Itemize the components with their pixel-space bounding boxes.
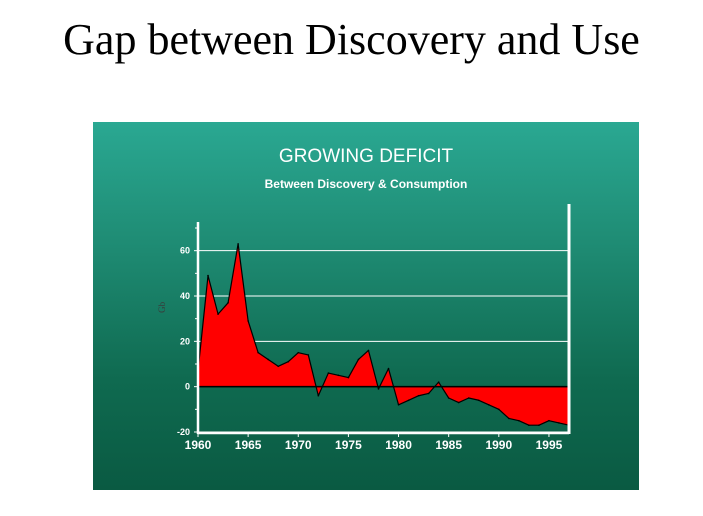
data-point-1988: [477, 399, 480, 402]
data-point-1974: [337, 374, 340, 377]
x-tick-label-1965: 1965: [235, 438, 262, 452]
data-point-1992: [518, 419, 520, 422]
y-tick-label-20: 20: [180, 336, 190, 346]
y-tick-label-60: 60: [180, 246, 190, 256]
data-point-1973: [327, 372, 330, 374]
chart-title: GROWING DEFICIT: [278, 146, 454, 167]
data-point-1989: [487, 404, 490, 406]
data-point-1963: [227, 302, 229, 304]
x-tick-label-1960: 1960: [185, 438, 212, 452]
data-point-1972: [317, 394, 320, 397]
x-tick-label-1975: 1975: [335, 438, 362, 452]
x-tick-label-1995: 1995: [536, 438, 563, 452]
chart-subtitle: Between Discovery & Consumption: [264, 177, 468, 191]
data-point-1995: [548, 419, 550, 422]
data-point-1983: [427, 392, 430, 395]
chart-panel: GROWING DEFICIT Between Discovery & Cons…: [93, 122, 639, 490]
data-point-1982: [417, 394, 420, 397]
data-point-1962: [217, 313, 219, 315]
data-point-1977: [367, 349, 370, 352]
data-point-1969: [287, 360, 290, 363]
data-point-1993: [528, 424, 530, 427]
data-point-1987: [467, 397, 470, 399]
data-point-1967: [267, 358, 269, 361]
deficit-area: [197, 243, 570, 426]
data-point-1996: [558, 422, 560, 424]
y-tick-label-0: 0: [185, 382, 190, 392]
data-point-1965: [247, 320, 249, 322]
data-point-1981: [407, 399, 410, 402]
data-point-1985: [447, 397, 450, 399]
data-point-1966: [257, 351, 259, 354]
data-point-1968: [277, 365, 280, 368]
x-tick-label-1985: 1985: [435, 438, 462, 452]
x-tick-label-1970: 1970: [285, 438, 312, 452]
data-point-1984: [437, 381, 440, 383]
x-tick-label-1980: 1980: [385, 438, 412, 452]
data-point-1980: [397, 404, 400, 406]
y-axis-label: Gb: [157, 301, 167, 312]
data-point-1978: [377, 388, 380, 390]
data-point-1975: [347, 376, 350, 379]
data-point-1990: [498, 408, 500, 411]
data-point-1979: [387, 367, 390, 370]
data-point-1986: [457, 401, 460, 404]
slide-title: Gap between Discovery and Use: [63, 15, 640, 64]
data-point-1970: [297, 351, 300, 354]
y-tick-label-40: 40: [180, 291, 190, 301]
data-point-1964: [237, 243, 239, 245]
x-tick-label-1990: 1990: [485, 438, 512, 452]
data-point-1991: [508, 417, 510, 420]
data-point-1971: [307, 354, 310, 356]
data-point-1961: [207, 274, 209, 277]
y-tick-label--20: -20: [177, 427, 190, 437]
chart-svg: 60 40 20 0 -20 Gb 1960 1965 1970 1975 1980 1985 1990…: [157, 204, 571, 452]
data-point-1994: [538, 424, 540, 427]
data-point-1976: [357, 358, 360, 361]
